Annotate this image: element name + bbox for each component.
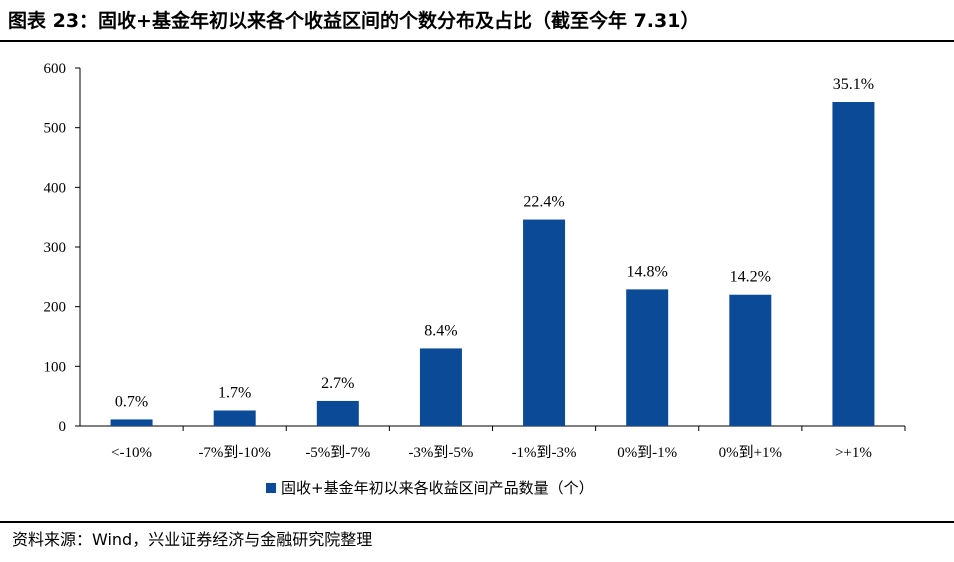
x-category-label: <-10% bbox=[111, 445, 152, 461]
legend-swatch bbox=[266, 483, 276, 493]
bar-chart: 0 100 200 300 400 500 600 <-10% 0.7% -7%到-10% 1.7%… bbox=[44, 61, 906, 497]
bar-data-label: 35.1% bbox=[833, 76, 874, 93]
source-note: 资料来源：Wind，兴业证券经济与金融研究院整理 bbox=[12, 530, 373, 549]
bar-data-label: 1.7% bbox=[218, 384, 251, 401]
x-category-label: >+1% bbox=[835, 445, 872, 461]
bar bbox=[110, 419, 153, 426]
x-category-label: 0%到+1% bbox=[719, 444, 782, 461]
bar-data-label: 14.8% bbox=[627, 263, 668, 280]
legend-label: 固收+基金年初以来各收益区间产品数量（个） bbox=[281, 479, 594, 497]
bar bbox=[729, 294, 772, 426]
y-tick-label: 600 bbox=[44, 61, 67, 77]
source-rule bbox=[0, 521, 954, 523]
x-category-label: -7%到-10% bbox=[198, 444, 270, 461]
figure-title: 图表 23：固收+基金年初以来各个收益区间的个数分布及占比（截至今年 7.31） bbox=[8, 10, 700, 32]
y-tick-label: 400 bbox=[44, 180, 67, 196]
x-category-label: -3%到-5% bbox=[408, 444, 473, 461]
bar-data-label: 0.7% bbox=[115, 393, 148, 410]
y-tick-label: 500 bbox=[44, 121, 67, 137]
bar bbox=[832, 102, 875, 426]
title-rule bbox=[0, 40, 954, 42]
bar bbox=[523, 219, 566, 426]
x-category-label: 0%到-1% bbox=[617, 444, 677, 461]
bar-data-label: 2.7% bbox=[321, 375, 354, 392]
bar-data-label: 22.4% bbox=[523, 194, 564, 211]
y-tick-label: 200 bbox=[44, 300, 67, 316]
y-tick-label: 300 bbox=[44, 240, 67, 256]
bar bbox=[213, 410, 256, 426]
bar bbox=[419, 348, 462, 426]
bar-data-label: 14.2% bbox=[730, 269, 771, 286]
bar bbox=[316, 400, 359, 426]
x-category-label: -5%到-7% bbox=[305, 444, 370, 461]
y-tick-label: 0 bbox=[59, 419, 67, 435]
bar-data-label: 8.4% bbox=[424, 322, 457, 339]
y-tick-label: 100 bbox=[44, 359, 67, 375]
bar bbox=[626, 289, 669, 426]
x-category-label: -1%到-3% bbox=[512, 444, 577, 461]
